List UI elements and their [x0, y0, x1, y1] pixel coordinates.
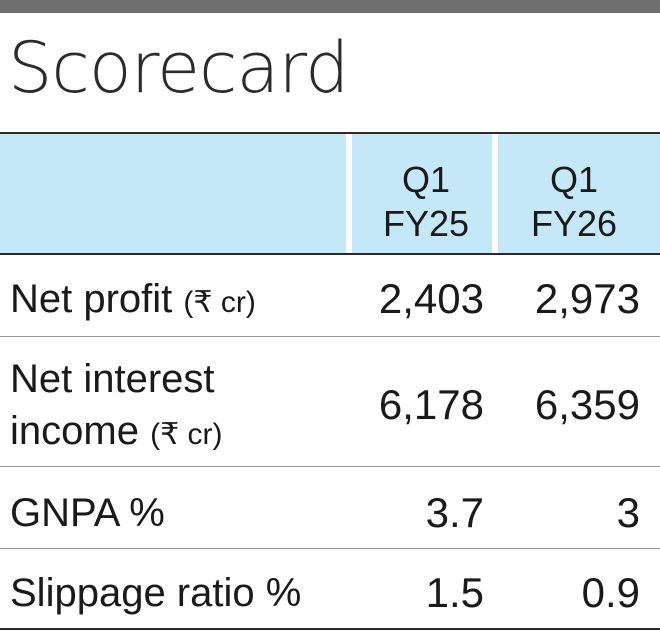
- row-label-net-interest-income-line2: income (₹ cr): [10, 406, 222, 460]
- header-separator: [346, 134, 352, 254]
- row-label-unit: (₹ cr): [150, 418, 223, 451]
- column-header-q1-fy26: Q1 FY26: [504, 158, 644, 246]
- table-cell: 2,973: [534, 275, 640, 322]
- scorecard-title: Scorecard: [8, 27, 349, 109]
- header-bottom-rule: [0, 253, 660, 255]
- title-rule: [0, 132, 660, 134]
- table-cell: 6,178: [378, 381, 484, 428]
- row-label-text: income: [10, 409, 139, 453]
- column-header-line: FY25: [382, 203, 470, 244]
- row-label-net-profit: Net profit (₹ cr): [10, 274, 256, 328]
- row-label-text: Net profit: [10, 277, 173, 321]
- row-rule: [0, 548, 660, 549]
- column-header-line: Q1: [549, 159, 599, 200]
- header-band: [0, 134, 660, 254]
- table-cell: 3.7: [425, 489, 484, 536]
- row-label-text: GNPA %: [10, 491, 165, 535]
- header-separator: [492, 134, 498, 254]
- row-label-text: Net interest: [10, 357, 215, 401]
- row-rule: [0, 336, 660, 337]
- top-rule: [0, 0, 660, 13]
- row-rule: [0, 466, 660, 467]
- table-cell: 0.9: [581, 569, 640, 616]
- row-label-unit: (₹ cr): [183, 286, 256, 319]
- table-cell: 3: [616, 489, 640, 536]
- table-cell: 1.5: [425, 569, 484, 616]
- table-cell: 2,403: [378, 275, 484, 322]
- row-label-net-interest-income: Net interest: [10, 354, 215, 404]
- row-label-slippage-ratio: Slippage ratio %: [10, 568, 301, 618]
- row-label-text: Slippage ratio %: [10, 571, 302, 615]
- row-label-gnpa: GNPA %: [10, 488, 165, 538]
- column-header-q1-fy25: Q1 FY25: [356, 158, 496, 246]
- table-cell: 6,359: [534, 381, 640, 428]
- column-header-line: Q1: [401, 159, 451, 200]
- bottom-rule: [0, 628, 660, 630]
- column-header-line: FY26: [530, 203, 618, 244]
